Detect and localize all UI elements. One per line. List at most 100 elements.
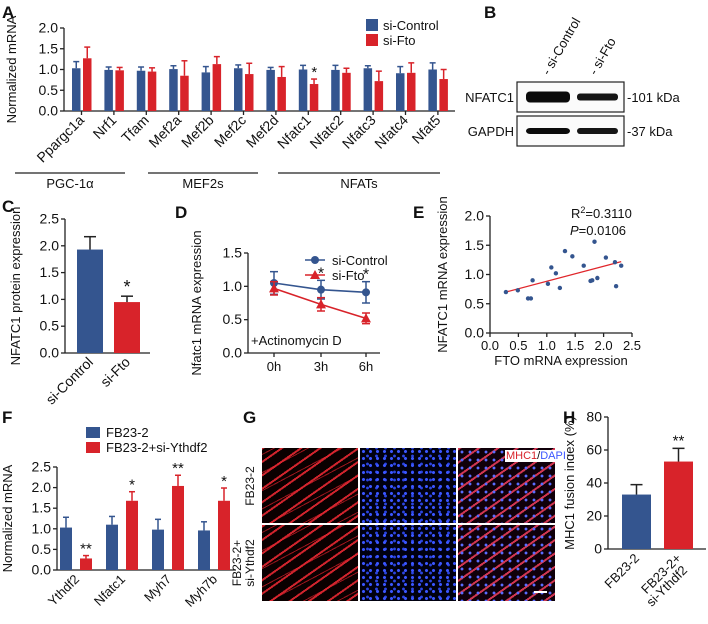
channel-mhc1-label: MHC1 — [506, 450, 538, 462]
data-point — [612, 260, 618, 265]
x-tick-label: Nrf1 — [90, 112, 120, 142]
bar-fb23-2 — [152, 529, 164, 570]
micrograph-si-ythdf2-merge — [458, 525, 555, 601]
x-tick-label: 1.0 — [538, 338, 556, 353]
panel-label-c: C — [2, 197, 14, 216]
bar-si-fto — [439, 79, 448, 111]
x-tick-label: Nfatc4 — [371, 112, 411, 152]
data-point — [361, 313, 371, 323]
y-tick-label: 0.0 — [32, 562, 52, 578]
y-tick-label: 0.5 — [32, 541, 52, 557]
panel-label-f: F — [2, 408, 12, 427]
bar-si-control — [428, 69, 437, 111]
data-point — [603, 255, 609, 260]
regression-line — [505, 261, 622, 293]
bar-si-fto — [180, 75, 189, 111]
x-tick-label: Mef2b — [178, 112, 217, 151]
panel-label-e: E — [413, 203, 424, 222]
group-label: MEF2s — [182, 176, 224, 191]
y-tick-label: 60 — [586, 442, 602, 458]
data-point — [553, 271, 559, 276]
stat-p-value: P=0.0106 — [570, 223, 626, 238]
blot-size-label: -101 kDa — [627, 90, 681, 105]
significance-marker: ** — [80, 541, 92, 558]
data-point — [590, 278, 595, 283]
p-symbol: P — [570, 223, 579, 238]
significance-marker: * — [311, 64, 317, 81]
legend-marker — [311, 256, 319, 264]
r-symbol: R — [571, 206, 580, 221]
channel-separator: / — [537, 450, 541, 462]
y-tick-label: 0.0 — [39, 103, 59, 119]
x-tick-label: Ppargc1a — [33, 112, 87, 166]
bar-si-control — [201, 72, 211, 111]
y-tick-label: 0.5 — [465, 295, 485, 311]
bar-si-fto — [277, 76, 286, 111]
significance-marker: * — [129, 477, 135, 494]
bar-si-fto — [147, 71, 157, 111]
x-tick-label: Nfat5 — [409, 112, 444, 147]
significance-marker: * — [221, 473, 227, 490]
data-point — [530, 278, 535, 283]
y-tick-label: 0.0 — [465, 325, 485, 341]
legend-label: si-Control — [383, 18, 439, 33]
y-tick-label: 20 — [586, 508, 602, 524]
legend-label: FB23-2+si-Ythdf2 — [106, 440, 208, 455]
panel-c-chart: 0.0 0.5 1.0 1.5 2.0 2.5 NFATC1 protein express… — [8, 207, 150, 407]
bar-si-control — [266, 69, 275, 111]
blot-lane-label: - si-Fto — [586, 35, 619, 78]
blot-band — [526, 128, 570, 134]
panel-e-chart: 0.0 0.5 1.0 1.5 2.0 NFATC1 mRNA expression 0.0… — [435, 196, 641, 368]
x-tick-label: Mef2c — [211, 112, 249, 150]
group-label: NFATs — [340, 176, 378, 191]
p-value: =0.0106 — [579, 223, 626, 238]
y-tick-label: 0.5 — [39, 82, 59, 98]
data-point — [503, 289, 509, 295]
blot-size-label: -37 kDa — [627, 124, 673, 139]
y-tick-label: 1.5 — [39, 40, 59, 56]
y-tick-label: 80 — [586, 409, 602, 425]
y-tick-label: 1.0 — [465, 266, 485, 282]
y-tick-label: 0.0 — [223, 345, 243, 361]
y-tick-label: 2.0 — [40, 237, 60, 253]
x-tick-label: Nfatc3 — [339, 112, 379, 152]
micrograph-fb23-2-mhc1 — [262, 448, 358, 523]
y-tick-label: 0 — [594, 541, 602, 557]
x-tick-label: 2.5 — [623, 338, 641, 353]
y-tick-label: 1.5 — [40, 264, 60, 280]
bar-si-control — [72, 68, 81, 111]
y-tick-label: 1.5 — [465, 237, 485, 253]
channel-dapi-label: DAPI — [540, 450, 566, 462]
panel-g-labels: FB23-2 FB23-2+ si-Ythdf2 — [230, 466, 257, 587]
blot-band — [577, 128, 618, 134]
bar-si-control — [363, 68, 373, 111]
panel-d-chart: 0.0 0.5 1.0 1.5 Nfatc1 mRNA expression 0h 3h 6h… — [189, 230, 388, 375]
channel-legend: MHC1/DAPI — [505, 450, 567, 462]
bar-si-fto — [342, 72, 351, 111]
bar-si-fto — [83, 58, 92, 111]
x-tick-label: 0.0 — [481, 338, 499, 353]
stat-r-squared: R2=0.3110 — [571, 205, 632, 221]
data-point — [549, 265, 554, 270]
bar-si-ythdf2 — [664, 461, 693, 549]
micrograph-si-ythdf2-mhc1 — [262, 525, 358, 601]
y-tick-label: 2.0 — [39, 20, 59, 36]
bar-fb23-2 — [60, 527, 72, 570]
y-tick-label: 2.5 — [32, 459, 52, 475]
data-point — [316, 299, 326, 309]
data-point — [515, 288, 521, 293]
y-tick-label: 2.0 — [465, 208, 485, 224]
y-tick-label: 40 — [586, 475, 602, 491]
panel-label-h: H — [563, 408, 575, 427]
bar-si-fto — [374, 81, 384, 111]
micrograph-si-ythdf2-dapi — [360, 525, 456, 601]
data-point — [592, 239, 597, 244]
data-point — [557, 285, 563, 291]
x-axis-label: FTO mRNA expression — [494, 353, 627, 368]
bar-si-ythdf2 — [126, 500, 138, 570]
bar-si-control — [234, 68, 243, 111]
row-label: FB23-2+ — [230, 540, 244, 586]
